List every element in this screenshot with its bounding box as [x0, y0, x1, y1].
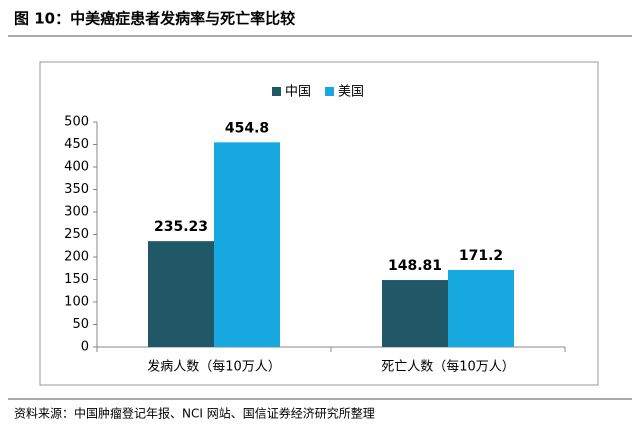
chart-title: 图 10：中美癌症患者发病率与死亡率比较 — [14, 10, 295, 28]
y-tick-label: 100 — [64, 295, 89, 310]
bar — [448, 269, 514, 347]
bar — [214, 142, 280, 347]
value-label: 454.8 — [225, 120, 269, 136]
source-note: 资料来源：中国肿瘤登记年报、NCI 网站、国信证券经济研究所整理 — [14, 406, 375, 421]
chart-frame — [39, 61, 599, 386]
y-tick-label: 450 — [64, 137, 89, 152]
value-label: 235.23 — [154, 219, 208, 235]
bar — [148, 241, 214, 347]
legend-label: 美国 — [338, 85, 364, 100]
bar — [382, 280, 448, 347]
y-tick-label: 150 — [64, 272, 89, 287]
y-tick-label: 300 — [64, 205, 89, 220]
x-tick-label: 死亡人数（每10万人） — [381, 359, 515, 375]
value-label: 148.81 — [388, 258, 442, 274]
x-tick-label: 发病人数（每10万人） — [147, 359, 281, 375]
y-tick-label: 200 — [64, 250, 89, 265]
y-tick-label: 50 — [72, 317, 89, 332]
y-tick-label: 0 — [81, 340, 89, 355]
y-tick-label: 250 — [64, 227, 89, 242]
legend-label: 中国 — [285, 85, 311, 100]
y-tick-label: 350 — [64, 182, 89, 197]
legend-swatch — [272, 87, 281, 96]
legend-swatch — [325, 87, 335, 96]
value-label: 171.2 — [459, 248, 503, 264]
y-tick-label: 400 — [64, 160, 89, 175]
y-tick-label: 500 — [64, 115, 89, 130]
